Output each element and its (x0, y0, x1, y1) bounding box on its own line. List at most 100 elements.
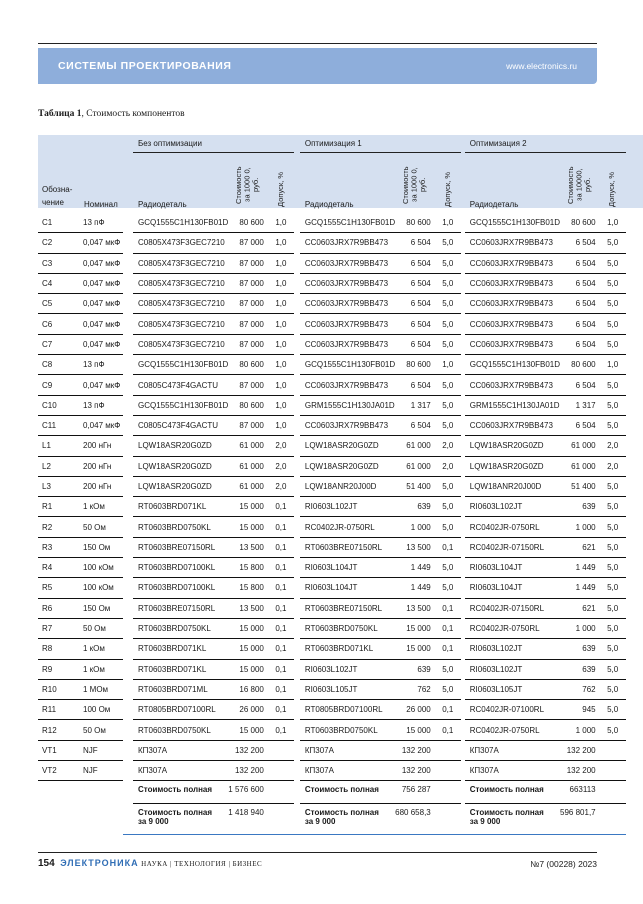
cell-tolerance: 5,0 (599, 415, 626, 437)
cell-tolerance: 2,0 (267, 476, 294, 498)
cell-designation: C1 (38, 213, 78, 234)
cell-nominal: 50 Ом (78, 618, 123, 640)
cell-cost: 87 000 (228, 415, 268, 437)
cell-part: CC0603JRX7R9BB473 (299, 334, 396, 356)
cell-cost: 621 (560, 537, 600, 559)
cell-tolerance: 1,0 (434, 213, 461, 234)
cell-cost: 6 504 (395, 273, 435, 295)
cell-part: CC0603JRX7R9BB473 (299, 313, 396, 335)
cell-tolerance: 0,1 (434, 699, 461, 721)
column-gap (123, 781, 133, 804)
cell-tolerance: 5,0 (434, 496, 461, 518)
column-gap (123, 355, 133, 375)
cell-part: C0805X473F3GEC7210 (133, 253, 229, 274)
top-rule (38, 43, 597, 44)
col-tol-1: Допуск, % (275, 172, 285, 207)
cell-tolerance: 0,1 (267, 496, 294, 518)
cell-part: LQW18ASR20G0ZD (464, 456, 561, 477)
column-gap (123, 578, 133, 598)
cell-cost: 80 600 (228, 395, 268, 416)
table-row: L1 200 нГн LQW18ASR20G0ZD 61 000 2,0 LQW18ASR… (38, 435, 626, 457)
cell-part: GRM1555C1H130JA01D (464, 395, 561, 416)
cell-tolerance (267, 740, 294, 762)
cell-part: RI0603L102JT (464, 659, 561, 680)
cell-designation: C7 (38, 334, 78, 356)
cell-cost: 6 504 (560, 415, 600, 437)
cell-tolerance: 1,0 (267, 293, 294, 315)
cell-cost: 6 504 (560, 313, 600, 335)
table-caption: Таблица 1, Стоимость компонентов (38, 109, 185, 119)
cell-tolerance: 1,0 (267, 354, 294, 376)
cell-tolerance: 5,0 (434, 577, 461, 599)
table-row: C3 0,047 мкФ C0805X473F3GEC7210 87 000 1,0 CC… (38, 253, 626, 274)
cell-designation: C9 (38, 374, 78, 396)
magazine-tagline: НАУКА | ТЕХНОЛОГИЯ | БИЗНЕС (141, 860, 263, 868)
cell-cost: 26 000 (228, 699, 268, 721)
table-row: R11 100 Ом RT0805BRD07100RL 26 000 0,1 RT0805… (38, 699, 626, 721)
cell-nominal: 100 кОм (78, 557, 123, 579)
section-header-band: СИСТЕМЫ ПРОЕКТИРОВАНИЯ www.electronics.r… (38, 48, 597, 84)
cell-part: КП307А (133, 760, 229, 782)
cell-designation: R4 (38, 557, 78, 579)
cell-cost: 1 000 (560, 719, 600, 741)
cell-part: RT0603BRD071ML (133, 679, 229, 701)
cell-tolerance: 5,0 (599, 577, 626, 599)
cell-tolerance (434, 760, 461, 782)
cell-cost: 1 000 (395, 516, 435, 538)
table-row: C6 0,047 мкФ C0805X473F3GEC7210 87 000 1,0 CC… (38, 313, 626, 335)
cell-part: CC0603JRX7R9BB473 (464, 415, 561, 437)
cell-nominal: 100 кОм (78, 577, 123, 599)
cell-nominal: 1 МОм (78, 679, 123, 701)
cell-tolerance (599, 740, 626, 762)
cell-cost: 13 500 (228, 537, 268, 559)
col-part-3: Радиодеталь (469, 200, 519, 209)
cell-part: RC0402JR-07150RL (464, 537, 561, 559)
cell-part: RC0402JR-0750RL (464, 516, 561, 538)
column-gap (123, 537, 133, 557)
cell-cost: 61 000 (395, 456, 435, 477)
cell-tolerance: 5,0 (434, 232, 461, 254)
cell-cost: 26 000 (395, 699, 435, 721)
cell-part: C0805X473F3GEC7210 (133, 232, 229, 254)
cell-designation: R9 (38, 659, 78, 680)
cell-nominal: 13 пФ (78, 213, 123, 234)
column-gap (123, 294, 133, 314)
table-row: C8 13 пФ GCQ1555C1H130FB01D 80 600 1,0 GCQ155… (38, 354, 626, 376)
cell-cost: 621 (560, 598, 600, 619)
cell-tolerance: 0,1 (267, 618, 294, 640)
cell-cost: 1 000 (560, 618, 600, 640)
cell-cost: 762 (395, 679, 435, 701)
cell-part: RT0603BRD0750KL (133, 516, 229, 538)
cell-designation: C11 (38, 415, 78, 437)
cell-tolerance: 2,0 (267, 435, 294, 457)
cell-cost: 639 (560, 638, 600, 660)
cell-cost: 51 400 (560, 476, 600, 498)
cell-cost: 132 200 (228, 740, 268, 762)
cell-designation: C2 (38, 232, 78, 254)
column-gap (123, 740, 133, 760)
cell-tolerance: 0,1 (267, 537, 294, 559)
group-optimization-2: Оптимизация 2 (464, 135, 626, 153)
column-gap (123, 233, 133, 253)
column-gap (123, 558, 133, 578)
cell-tolerance: 5,0 (599, 273, 626, 295)
cell-part: CC0603JRX7R9BB473 (464, 374, 561, 396)
column-gap (123, 497, 133, 517)
cell-part: RI0603L105JT (464, 679, 561, 701)
cell-cost: 6 504 (395, 293, 435, 315)
cell-part: RT0603BRD07100KL (133, 557, 229, 579)
cell-cost: 639 (560, 496, 600, 518)
cell-tolerance: 1,0 (267, 334, 294, 356)
cell-part: LQW18ANR20J00D (464, 476, 561, 498)
cell-part: GCQ1555C1H130FB01D (464, 354, 561, 376)
table-row: R2 50 Ом RT0603BRD0750KL 15 000 0,1 RC0402JR-… (38, 516, 626, 538)
col-part-1: Радиодеталь (138, 200, 187, 209)
cell-cost: 15 000 (395, 719, 435, 741)
cell-part: RI0603L102JT (464, 496, 561, 518)
cell-nominal: 0,047 мкФ (78, 253, 123, 274)
table-row: R7 50 Ом RT0603BRD0750KL 15 000 0,1 RT0603BRD… (38, 618, 626, 640)
total-label: Стоимость полная за 9 000 (299, 803, 396, 836)
table-row: R9 1 кОм RT0603BRD071KL 15 000 0,1 RI0603L102… (38, 659, 626, 680)
cell-tolerance: 1,0 (267, 415, 294, 437)
empty-cell (599, 780, 626, 805)
